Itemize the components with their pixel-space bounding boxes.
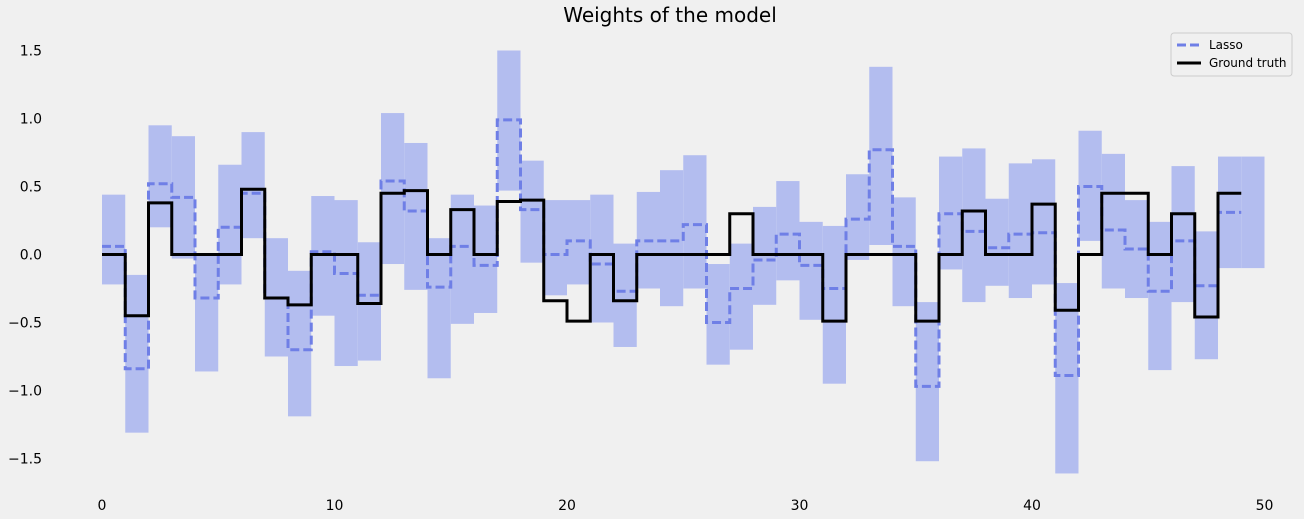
x-tick-label: 40: [1023, 498, 1041, 514]
lasso-band-6: [241, 132, 265, 239]
lasso-band-47: [1194, 231, 1218, 360]
series-lines: [102, 118, 1242, 388]
lasso-band-18: [520, 160, 544, 263]
y-tick-label: −1.5: [8, 452, 42, 468]
lasso-band-32: [846, 174, 870, 260]
lasso-band-45: [1148, 221, 1172, 371]
lasso-band-5: [218, 164, 242, 285]
x-axis-ticks: 0 10 20 30 40 50: [98, 498, 1274, 514]
lasso-band-10: [334, 200, 358, 367]
lasso-band-21: [590, 194, 614, 323]
lasso-band-19: [543, 200, 567, 296]
lasso-uncertainty-bands: [102, 50, 1265, 474]
lasso-band-38: [985, 198, 1009, 286]
lasso-band-0: [102, 194, 126, 285]
lasso-band-16: [474, 205, 498, 313]
lasso-band-1: [125, 274, 149, 433]
lasso-band-4: [195, 254, 219, 372]
legend-label-lasso: Lasso: [1209, 38, 1243, 52]
lasso-band-27: [729, 243, 753, 350]
y-tick-label: 0.0: [20, 248, 42, 264]
x-tick-label: 30: [791, 498, 809, 514]
lasso-band-12: [381, 113, 405, 265]
lasso-band-29: [776, 181, 800, 281]
lasso-band-30: [799, 221, 823, 320]
lasso-band-46: [1171, 166, 1195, 303]
legend-label-ground-truth: Ground truth: [1209, 56, 1287, 70]
y-tick-label: 1.0: [20, 112, 42, 128]
lasso-band-34: [892, 197, 916, 307]
lasso-band-13: [404, 142, 428, 290]
lasso-band-2: [148, 125, 172, 228]
y-tick-label: 0.5: [20, 180, 42, 196]
legend-box: [1170, 32, 1293, 77]
lasso-band-25: [683, 155, 707, 289]
lasso-band-3: [171, 136, 195, 259]
lasso-band-35: [915, 302, 939, 462]
lasso-band-15: [450, 194, 474, 324]
x-tick-label: 20: [558, 498, 576, 514]
lasso-band-11: [357, 242, 381, 361]
x-tick-label: 10: [326, 498, 344, 514]
lasso-band-31: [822, 225, 846, 384]
lasso-band-8: [288, 270, 312, 417]
y-tick-label: −0.5: [8, 316, 42, 332]
legend: Lasso Ground truth: [1170, 32, 1293, 77]
lasso-band-40: [1032, 159, 1056, 285]
lasso-band-22: [613, 243, 637, 347]
y-tick-label: −1.0: [8, 384, 42, 400]
lasso-band-43: [1101, 153, 1125, 289]
lasso-band-33: [869, 66, 893, 245]
lasso-band-44: [1125, 200, 1149, 299]
lasso-band-39: [1008, 163, 1032, 299]
x-tick-label: 0: [98, 498, 107, 514]
lasso-band-49: [1241, 156, 1265, 269]
lasso-band-24: [660, 170, 684, 307]
lasso-band-14: [427, 238, 451, 379]
chart-title: Weights of the model: [563, 3, 777, 27]
lasso-band-41: [1055, 283, 1079, 474]
y-axis-ticks: −1.5 −1.0 −0.5 0.0 0.5 1.0 1.5: [8, 44, 42, 468]
ground-truth-line: [102, 187, 1242, 323]
y-tick-label: 1.5: [20, 44, 42, 60]
lasso-band-37: [962, 148, 986, 303]
x-tick-label: 50: [1256, 498, 1274, 514]
lasso-band-26: [706, 264, 730, 365]
